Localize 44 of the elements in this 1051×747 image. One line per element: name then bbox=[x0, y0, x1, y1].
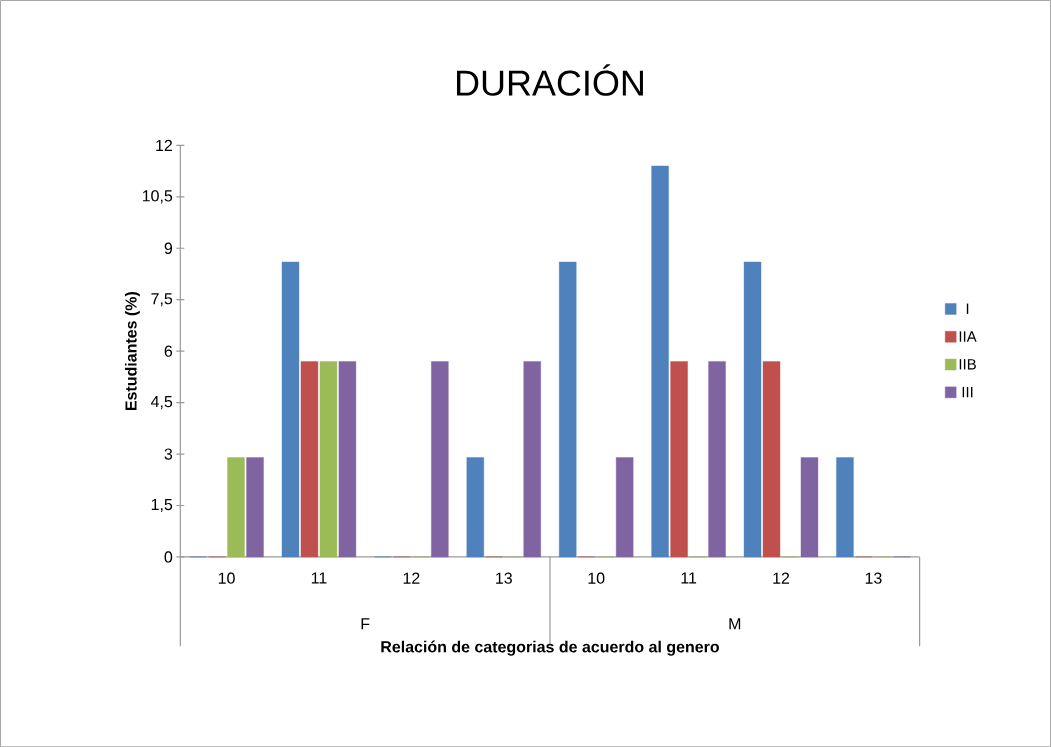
chart-title: DURACIÓN bbox=[457, 64, 643, 96]
legend-label: IIA bbox=[959, 331, 977, 342]
x-tick-label: 11 bbox=[311, 572, 327, 584]
y-tick-label: 6 bbox=[164, 345, 173, 357]
bar bbox=[762, 361, 781, 558]
x-tick-label: 13 bbox=[496, 572, 512, 584]
x-tick-label: 12 bbox=[403, 572, 420, 584]
bar bbox=[227, 457, 245, 558]
y-axis-title: Estudiantes (%) bbox=[124, 291, 140, 410]
bar bbox=[743, 261, 762, 558]
bar bbox=[431, 361, 449, 558]
bar bbox=[836, 457, 854, 558]
y-tick-label: 7,5 bbox=[151, 293, 173, 307]
bar bbox=[559, 261, 577, 558]
x-tick-label: 10 bbox=[218, 572, 235, 584]
x-tick-label: 10 bbox=[588, 572, 605, 584]
y-tick-label: 9 bbox=[164, 242, 173, 254]
legend-label: IIB bbox=[959, 359, 976, 370]
bar bbox=[523, 361, 541, 558]
y-tick-label: 12 bbox=[156, 139, 172, 151]
bar bbox=[338, 361, 357, 558]
bar bbox=[800, 457, 819, 558]
bar bbox=[281, 261, 300, 558]
legend-label: III bbox=[962, 386, 973, 398]
x-tick-label: 13 bbox=[865, 572, 882, 584]
x-axis-title: Relación de categorias de acuerdo al genero bbox=[381, 640, 719, 656]
bar bbox=[466, 457, 484, 558]
text: M bbox=[729, 618, 741, 630]
bar bbox=[670, 361, 688, 558]
y-tick-label: 3 bbox=[164, 448, 173, 460]
text: F bbox=[361, 618, 370, 630]
y-tick-label: 0 bbox=[164, 551, 173, 563]
bar bbox=[319, 361, 338, 558]
bar bbox=[708, 361, 726, 558]
y-tick-label: 10,5 bbox=[142, 190, 173, 204]
y-tick-label: 1,5 bbox=[151, 498, 173, 512]
x-tick-label: 12 bbox=[773, 572, 790, 584]
y-tick-label: 4,5 bbox=[150, 395, 173, 409]
bar bbox=[651, 165, 669, 558]
bar bbox=[615, 457, 634, 558]
bar bbox=[246, 457, 264, 558]
legend-label: I bbox=[966, 303, 969, 314]
bar bbox=[300, 361, 319, 558]
x-tick-label: 11 bbox=[681, 572, 697, 584]
